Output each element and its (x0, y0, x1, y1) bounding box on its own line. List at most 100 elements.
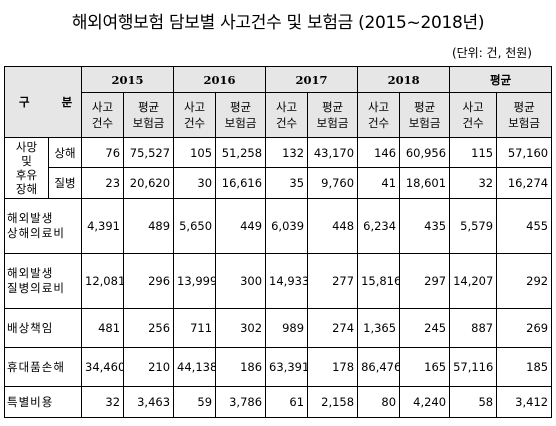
table-row: 사망 및 후유 장해 상해 76 75,527 105 51,258 132 43,170 146 60… (4, 137, 553, 199)
table-row: 해외발생 질병의료비 12,081 296 13,999 300 14,933 277 15,8… (3, 253, 553, 309)
row-label: 배상책임 (3, 308, 83, 348)
table-cell: 9,760 (307, 167, 359, 199)
table-cell: 75,527 (123, 137, 175, 168)
row-label: 휴대품손해 (3, 347, 83, 387)
table-cell: 3,463 (123, 386, 175, 418)
table-cell: 86,476 (357, 347, 401, 387)
table-cell: 20,620 (123, 167, 175, 199)
row-label: 특별비용 (3, 386, 83, 418)
unit-note: (단위: 건, 천원) (451, 46, 532, 60)
table-row: 배상책임 481 256 711 302 989 274 1,365 245 887 269 (3, 308, 553, 348)
table-cell: 43,170 (307, 137, 359, 168)
table-cell: 274 (307, 308, 359, 348)
table-cell: 292 (496, 253, 553, 309)
category-header: 구 분 (3, 66, 83, 138)
table-cell: 80 (357, 386, 401, 418)
table-cell: 297 (399, 253, 451, 309)
col-header-count: 사고 건수 (357, 92, 401, 138)
table-cell: 23 (81, 167, 125, 199)
col-header-avg-payout: 평균 보험금 (496, 92, 553, 138)
table-cell: 245 (399, 308, 451, 348)
table-cell: 2,158 (307, 386, 359, 418)
table-cell: 186 (215, 347, 267, 387)
table-cell: 5,579 (449, 198, 498, 254)
table-cell: 887 (449, 308, 498, 348)
col-header-count: 사고 건수 (81, 92, 125, 138)
table-cell: 256 (123, 308, 175, 348)
table-row: 휴대품손해 34,460 210 44,138 186 63,391 178 86,476 16… (3, 347, 553, 387)
table-cell: 302 (215, 308, 267, 348)
table-cell: 277 (307, 253, 359, 309)
table-cell: 32 (449, 167, 498, 199)
year-header: 2018 (357, 66, 451, 93)
table-cell: 448 (307, 198, 359, 254)
row-label: 질병 (47, 167, 83, 199)
table-cell: 989 (265, 308, 309, 348)
table-cell: 435 (399, 198, 451, 254)
table-cell: 489 (123, 198, 175, 254)
table-cell: 16,274 (496, 167, 553, 199)
row-label: 해외발생 질병의료비 (3, 253, 83, 309)
col-header-avg-payout: 평균 보험금 (123, 92, 175, 138)
table-cell: 5,650 (173, 198, 217, 254)
table-cell: 35 (265, 167, 309, 199)
table-cell: 14,207 (449, 253, 498, 309)
table-cell: 146 (357, 137, 401, 168)
table-cell: 132 (265, 137, 309, 168)
table-cell: 455 (496, 198, 553, 254)
table-cell: 178 (307, 347, 359, 387)
table-title: 해외여행보험 담보별 사고건수 및 보험금 (2015~2018년) (71, 13, 485, 33)
table-row: 특별비용 32 3,463 59 3,786 61 2,158 80 4,240 58 3,412 (3, 386, 553, 418)
table-cell: 58 (449, 386, 498, 418)
table-cell: 185 (496, 347, 553, 387)
table-cell: 115 (449, 137, 498, 168)
table-cell: 3,786 (215, 386, 267, 418)
col-header-count: 사고 건수 (265, 92, 309, 138)
year-header: 2015 (81, 66, 175, 93)
table-cell: 18,601 (399, 167, 451, 199)
table-cell: 57,160 (496, 137, 553, 168)
table-cell: 34,460 (81, 347, 125, 387)
table-cell: 1,365 (357, 308, 401, 348)
table-cell: 6,039 (265, 198, 309, 254)
year-header: 2017 (265, 66, 359, 93)
table-cell: 51,258 (215, 137, 267, 168)
table-cell: 481 (81, 308, 125, 348)
year-header: 2016 (173, 66, 267, 93)
table-cell: 16,616 (215, 167, 267, 199)
table-cell: 6,234 (357, 198, 401, 254)
table-cell: 449 (215, 198, 267, 254)
col-header-avg-payout: 평균 보험금 (307, 92, 359, 138)
table-cell: 300 (215, 253, 267, 309)
table-row: 해외발생 상해의료비 4,391 489 5,650 449 6,039 448 6,234 43… (3, 198, 553, 254)
table-cell: 3,412 (496, 386, 553, 418)
average-header: 평균 (449, 66, 553, 93)
insurance-table: 구 분 2015 2016 2017 2018 평균 사고 건수 평균 보험금 사고 건수… (3, 66, 553, 418)
table-cell: 711 (173, 308, 217, 348)
table-cell: 63,391 (265, 347, 309, 387)
table-cell: 12,081 (81, 253, 125, 309)
table-row: 질병 23 20,620 30 16,616 35 9,760 41 18,601 32 16,27… (5, 167, 553, 199)
row-label: 상해 (47, 137, 83, 168)
table-cell: 57,116 (449, 347, 498, 387)
table-cell: 13,999 (173, 253, 217, 309)
col-header-avg-payout: 평균 보험금 (399, 92, 451, 138)
col-header-avg-payout: 평균 보험금 (215, 92, 267, 138)
table-cell: 165 (399, 347, 451, 387)
table-cell: 14,933 (265, 253, 309, 309)
table-cell: 60,956 (399, 137, 451, 168)
col-header-count: 사고 건수 (173, 92, 217, 138)
table-cell: 76 (81, 137, 125, 168)
table-cell: 41 (357, 167, 401, 199)
table-cell: 32 (81, 386, 125, 418)
table-cell: 105 (173, 137, 217, 168)
table-cell: 269 (496, 308, 553, 348)
table-cell: 61 (265, 386, 309, 418)
row-label: 해외발생 상해의료비 (3, 198, 83, 254)
table-cell: 4,240 (399, 386, 451, 418)
table-cell: 44,138 (173, 347, 217, 387)
table-cell: 30 (173, 167, 217, 199)
table-cell: 4,391 (81, 198, 125, 254)
row-group-label: 사망 및 후유 장해 (4, 137, 49, 199)
table-cell: 210 (123, 347, 175, 387)
